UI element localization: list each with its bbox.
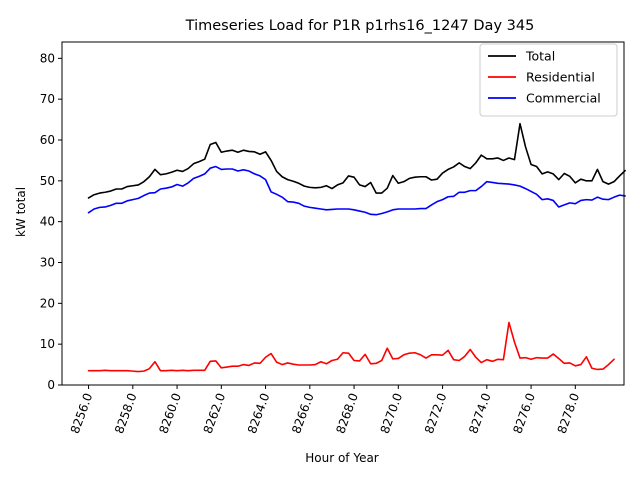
x-axis-title: Hour of Year (305, 451, 379, 465)
y-tick-label: 20 (40, 296, 55, 310)
y-tick-label: 10 (40, 337, 55, 351)
y-tick-label: 80 (40, 51, 55, 65)
y-tick-label: 40 (40, 215, 55, 229)
legend-label-total: Total (525, 49, 555, 64)
series-line-residential (87, 321, 615, 373)
y-tick-label: 60 (40, 133, 55, 147)
series-layer (87, 122, 626, 373)
y-axis-title: kW total (14, 187, 28, 237)
chart-title: Timeseries Load for P1R p1rhs16_1247 Day… (185, 18, 535, 34)
axes (58, 41, 625, 389)
y-tick-label: 30 (40, 256, 55, 270)
legend-label-residential: Residential (526, 70, 595, 85)
series-line-total (87, 122, 626, 199)
series-line-commercial (87, 165, 626, 216)
legend-label-commercial: Commercial (526, 91, 601, 106)
y-tick-label: 0 (47, 378, 55, 392)
axes-frame (61, 41, 625, 386)
legend: Total Residential Commercial (479, 43, 618, 117)
y-tick-label: 50 (40, 174, 55, 188)
y-tick-label: 70 (40, 92, 55, 106)
